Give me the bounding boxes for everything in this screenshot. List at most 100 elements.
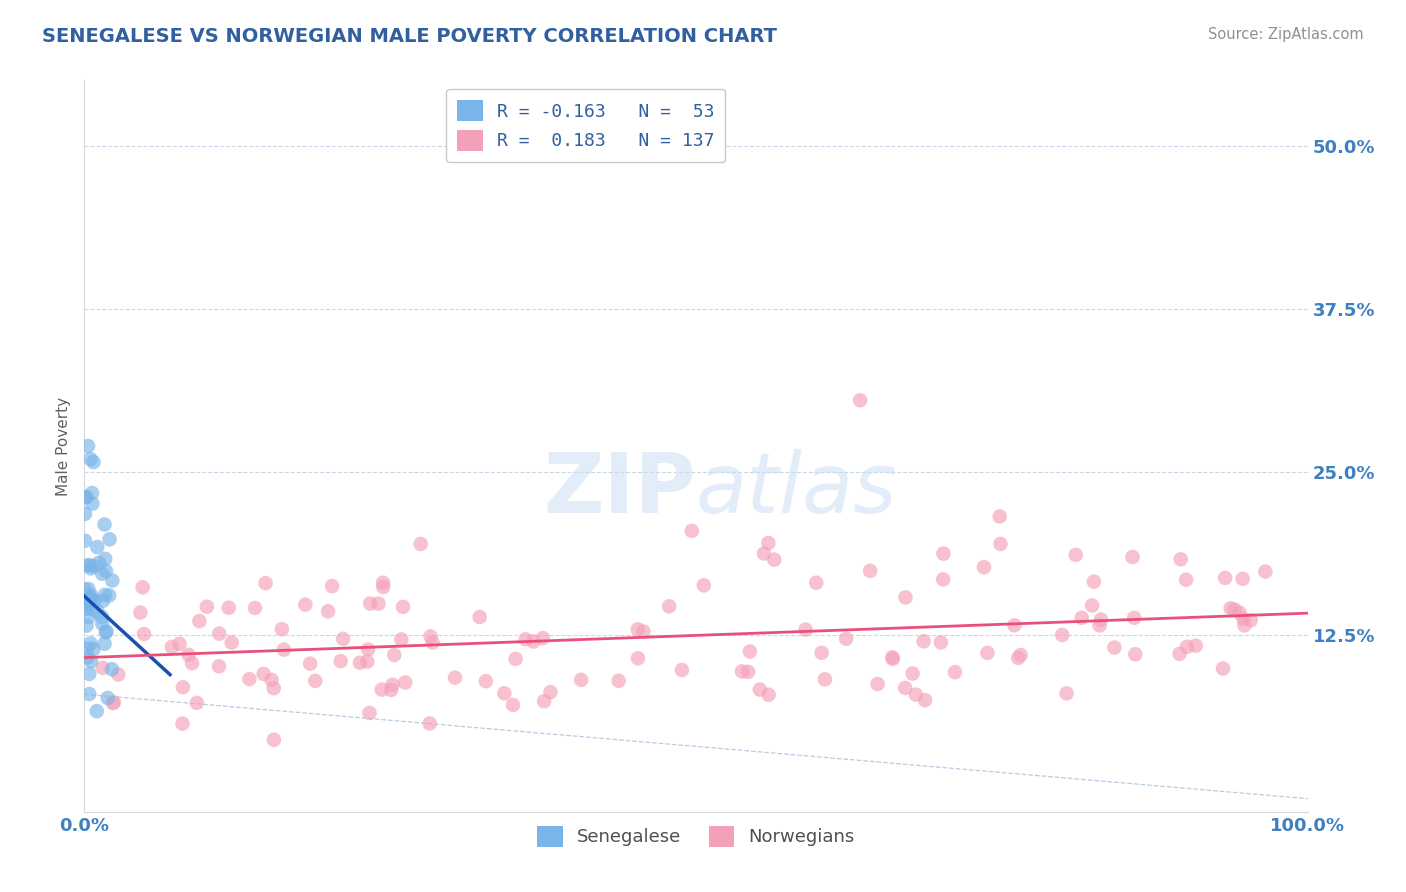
Point xyxy=(738,644,761,658)
Point xyxy=(260,673,283,687)
Text: Source: ZipAtlas.com: Source: ZipAtlas.com xyxy=(1208,27,1364,42)
Point xyxy=(882,650,904,665)
Point xyxy=(859,564,882,578)
Point xyxy=(80,486,103,500)
Point xyxy=(505,652,527,666)
Point xyxy=(80,588,103,602)
Point xyxy=(299,657,322,671)
Point xyxy=(1050,628,1073,642)
Point xyxy=(1064,548,1087,562)
Point xyxy=(101,662,124,676)
Point xyxy=(531,631,554,645)
Point xyxy=(914,693,936,707)
Point xyxy=(79,687,101,701)
Point xyxy=(814,673,837,687)
Point xyxy=(367,597,389,611)
Point xyxy=(349,656,371,670)
Point xyxy=(98,589,121,603)
Point xyxy=(1090,613,1112,627)
Point xyxy=(794,623,817,637)
Point xyxy=(75,601,97,615)
Point xyxy=(1175,573,1198,587)
Point xyxy=(1184,639,1206,653)
Point xyxy=(607,673,630,688)
Point xyxy=(1081,599,1104,613)
Point xyxy=(1010,648,1032,662)
Point xyxy=(304,673,326,688)
Point xyxy=(752,547,775,561)
Point xyxy=(253,667,276,681)
Point xyxy=(1232,572,1254,586)
Point xyxy=(392,599,415,614)
Point xyxy=(359,597,381,611)
Point xyxy=(80,654,103,668)
Point xyxy=(270,622,292,636)
Point xyxy=(882,652,904,666)
Point xyxy=(172,680,194,694)
Point xyxy=(973,560,995,574)
Text: SENEGALESE VS NORWEGIAN MALE POVERTY CORRELATION CHART: SENEGALESE VS NORWEGIAN MALE POVERTY COR… xyxy=(42,27,778,45)
Point xyxy=(96,624,118,639)
Point xyxy=(79,452,101,467)
Point xyxy=(422,635,444,649)
Point xyxy=(943,665,966,680)
Point xyxy=(522,634,544,648)
Point xyxy=(169,637,191,651)
Point xyxy=(763,552,786,566)
Point xyxy=(87,556,110,570)
Point xyxy=(494,686,516,700)
Point xyxy=(389,632,412,647)
Point xyxy=(86,540,108,554)
Point xyxy=(419,629,441,643)
Point xyxy=(76,650,98,665)
Point xyxy=(76,597,98,611)
Point xyxy=(181,657,204,671)
Point xyxy=(79,591,101,606)
Point xyxy=(1007,651,1029,665)
Point xyxy=(1123,611,1146,625)
Point xyxy=(988,509,1011,524)
Point xyxy=(371,682,394,697)
Point xyxy=(627,622,650,636)
Point xyxy=(76,618,98,632)
Point xyxy=(894,681,917,695)
Point xyxy=(901,666,924,681)
Point xyxy=(77,439,100,453)
Y-axis label: Male Poverty: Male Poverty xyxy=(56,396,72,496)
Point xyxy=(357,642,380,657)
Point xyxy=(221,635,243,649)
Point xyxy=(186,696,208,710)
Point xyxy=(894,591,917,605)
Point xyxy=(172,716,194,731)
Point xyxy=(75,490,97,504)
Point xyxy=(82,497,104,511)
Legend: Senegalese, Norwegians: Senegalese, Norwegians xyxy=(530,819,862,854)
Point xyxy=(94,625,117,640)
Point xyxy=(73,582,96,597)
Point xyxy=(107,667,129,681)
Point xyxy=(77,582,100,596)
Point xyxy=(73,595,96,609)
Point xyxy=(1123,647,1146,661)
Point xyxy=(356,655,378,669)
Point xyxy=(475,674,498,689)
Point xyxy=(540,685,562,699)
Point xyxy=(693,578,716,592)
Point xyxy=(359,706,381,720)
Point xyxy=(79,636,101,650)
Point xyxy=(1240,613,1263,627)
Point xyxy=(932,547,955,561)
Point xyxy=(83,559,105,574)
Point xyxy=(1213,571,1236,585)
Point xyxy=(77,595,100,609)
Point xyxy=(409,537,432,551)
Point xyxy=(381,678,404,692)
Point xyxy=(188,614,211,628)
Point xyxy=(101,696,124,710)
Point xyxy=(132,627,155,641)
Point xyxy=(98,533,121,547)
Point xyxy=(316,604,339,618)
Point xyxy=(93,517,115,532)
Point xyxy=(94,564,117,578)
Text: ZIP: ZIP xyxy=(544,450,696,531)
